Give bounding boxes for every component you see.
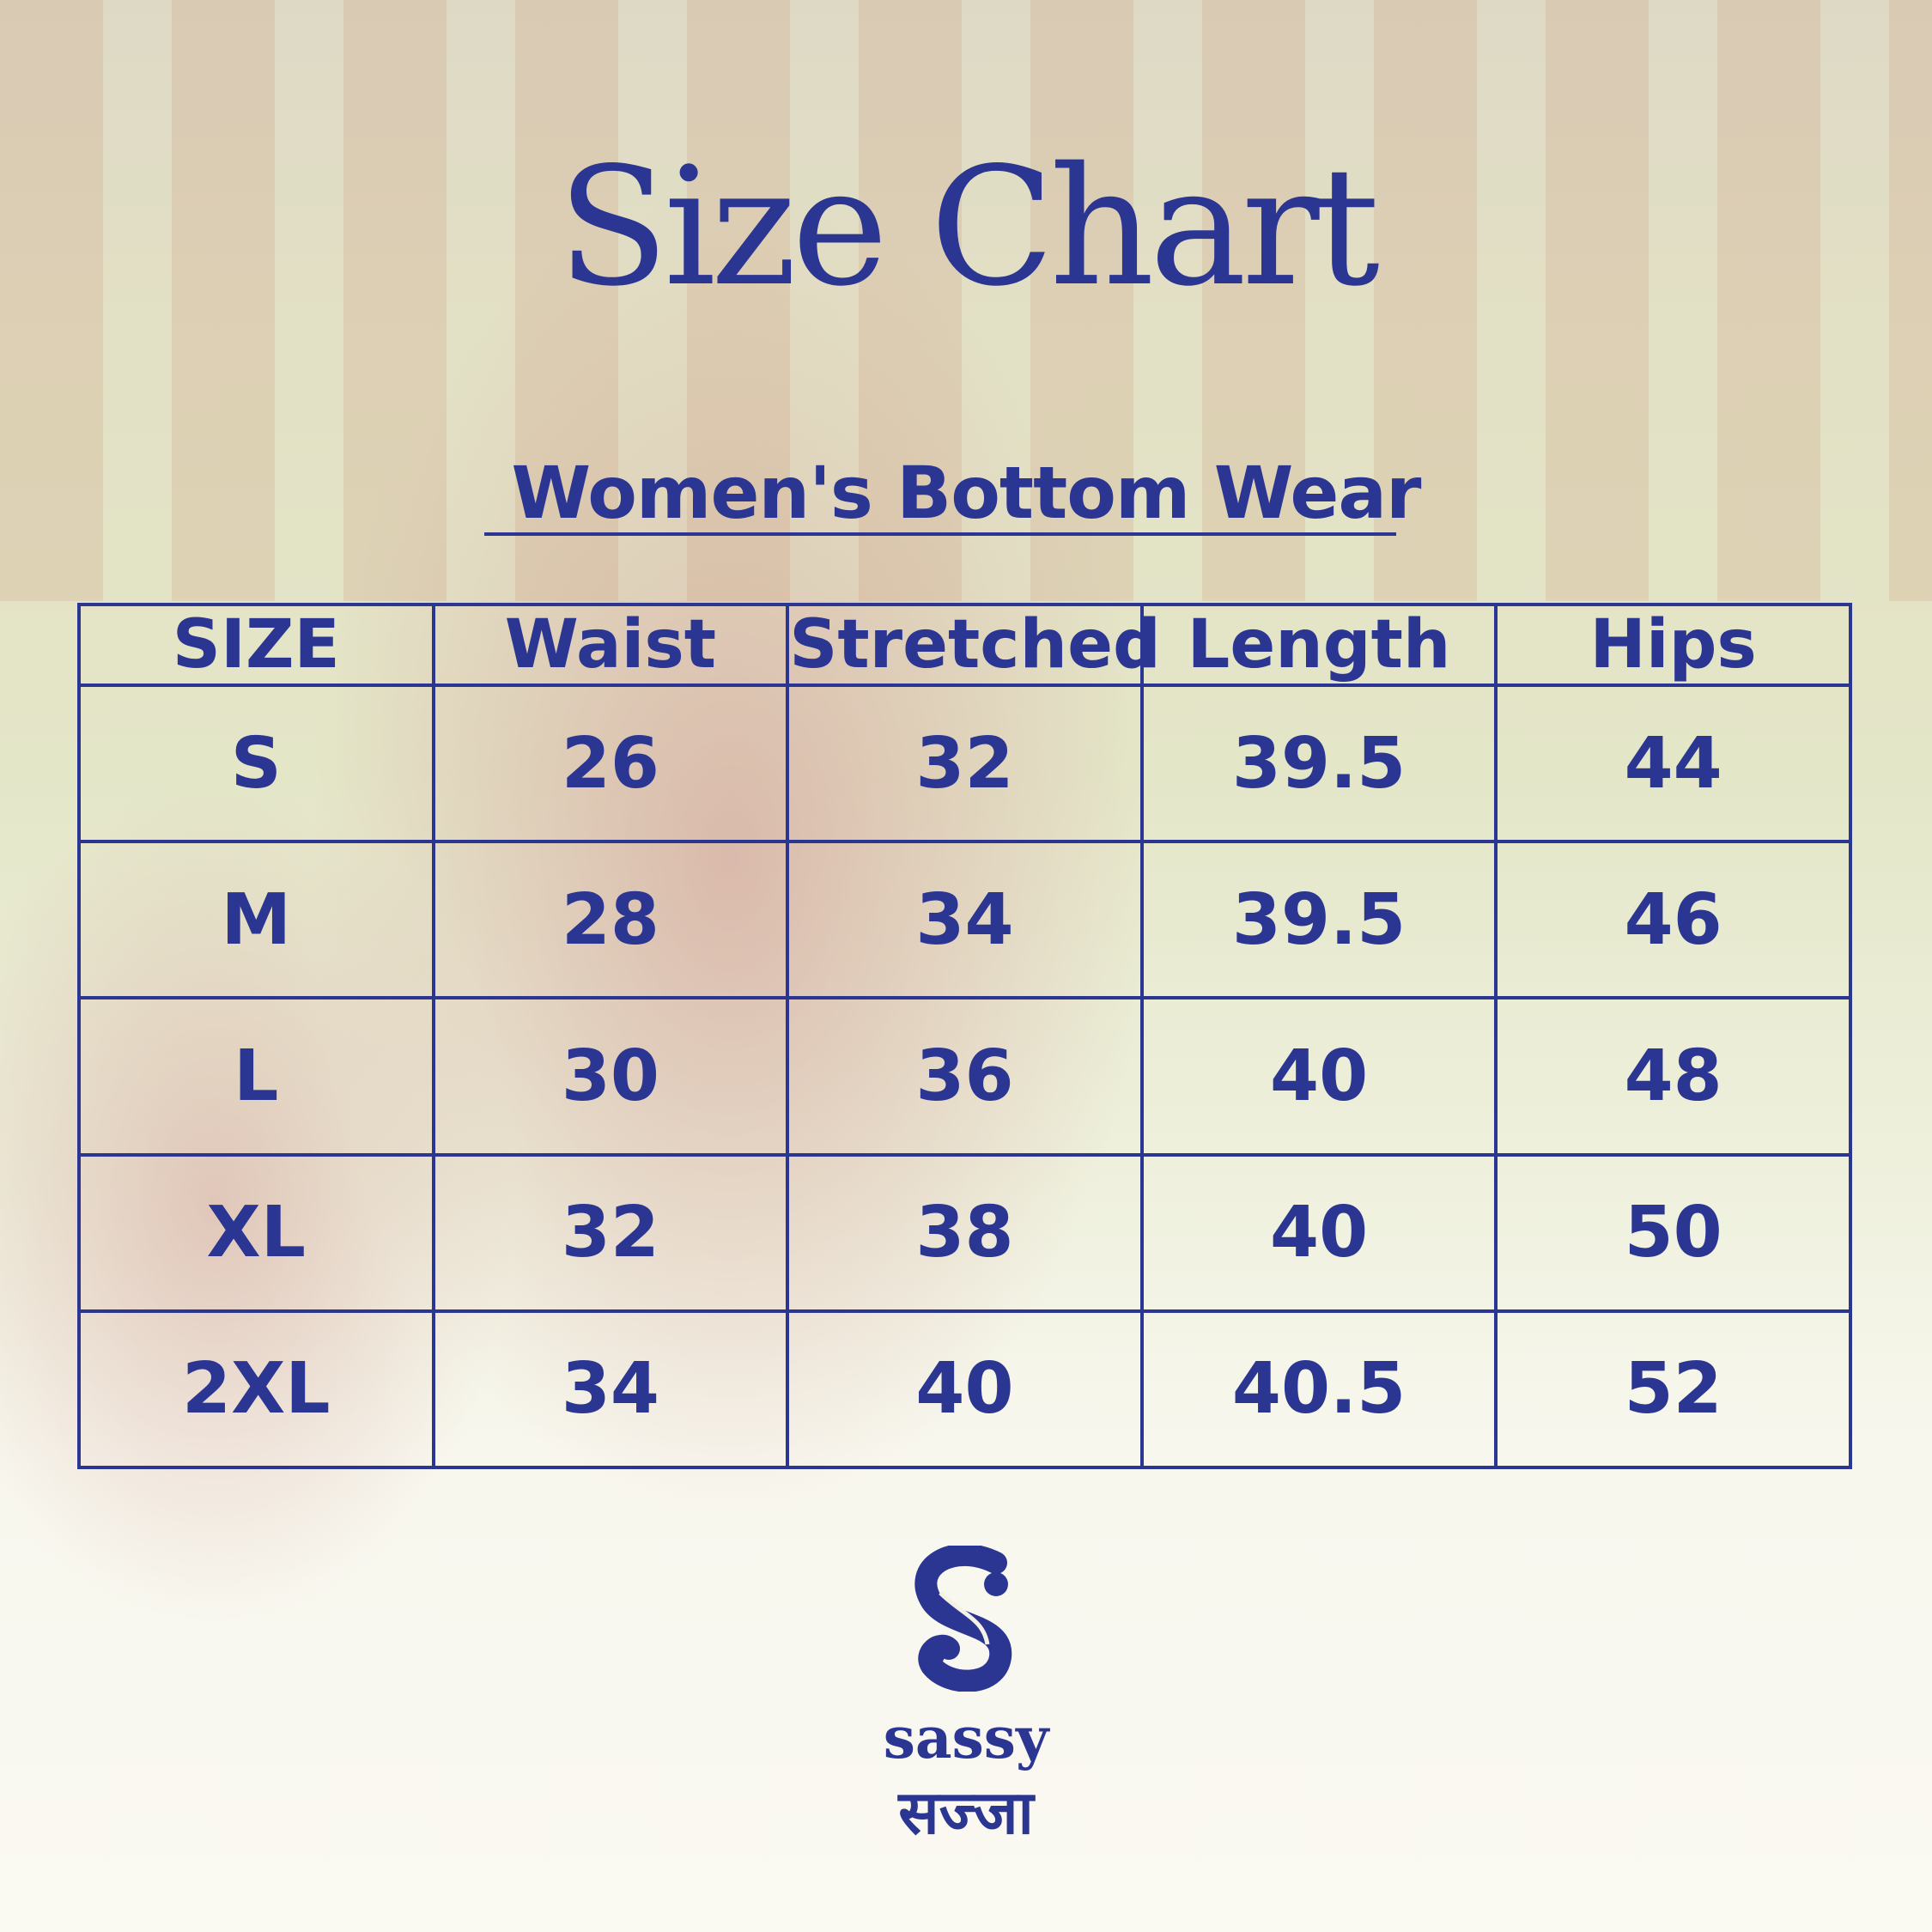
table-cell: S [77, 683, 435, 844]
subtitle-underline [484, 532, 1396, 536]
background-photo [0, 0, 1932, 601]
size-table: SIZE Waist Stretched Length Hips S 26 32 39.5 44… [77, 603, 1852, 1470]
brand-name-hindi: सज्जा [898, 1777, 1034, 1848]
table-cell: 30 [431, 996, 790, 1157]
table-cell: 39.5 [1139, 683, 1498, 844]
subtitle: Women's Bottom Wear [511, 451, 1422, 535]
table-cell: XL [77, 1152, 435, 1313]
table-cell: 40 [1139, 996, 1498, 1157]
table-cell: 50 [1494, 1152, 1852, 1313]
column-header-length: Length [1139, 603, 1498, 687]
brand-name: sassy [883, 1704, 1049, 1771]
table-cell: 34 [431, 1309, 790, 1470]
page-title: Size Chart [556, 132, 1380, 322]
table-cell: 28 [431, 840, 790, 1000]
table-cell: 48 [1494, 996, 1852, 1157]
table-cell: 26 [431, 683, 790, 844]
table-cell: 39.5 [1139, 840, 1498, 1000]
table-row: M 28 34 39.5 46 [77, 840, 1852, 1000]
brand-logo-icon [914, 1546, 1012, 1692]
table-cell: 40.5 [1139, 1309, 1498, 1470]
table-cell: 34 [786, 840, 1144, 1000]
table-cell: 36 [786, 996, 1144, 1157]
table-row: S 26 32 39.5 44 [77, 683, 1852, 844]
table-cell: L [77, 996, 435, 1157]
table-cell: 32 [431, 1152, 790, 1313]
table-cell: 2XL [77, 1309, 435, 1470]
table-cell: 40 [786, 1309, 1144, 1470]
table-cell: 46 [1494, 840, 1852, 1000]
column-header-stretched: Stretched [786, 603, 1161, 687]
table-cell: M [77, 840, 435, 1000]
table-header-row: SIZE Waist Stretched Length Hips [77, 603, 1852, 687]
table-cell: 44 [1494, 683, 1852, 844]
table-row: L 30 36 40 48 [77, 996, 1852, 1157]
table-cell: 38 [786, 1152, 1144, 1313]
table-cell: 52 [1494, 1309, 1852, 1470]
table-cell: 40 [1139, 1152, 1498, 1313]
table-row: XL 32 38 40 50 [77, 1152, 1852, 1313]
table-row: 2XL 34 40 40.5 52 [77, 1309, 1852, 1470]
table-cell: 32 [786, 683, 1144, 844]
column-header-hips: Hips [1494, 603, 1852, 687]
column-header-size: SIZE [77, 603, 435, 687]
column-header-waist: Waist [431, 603, 790, 687]
